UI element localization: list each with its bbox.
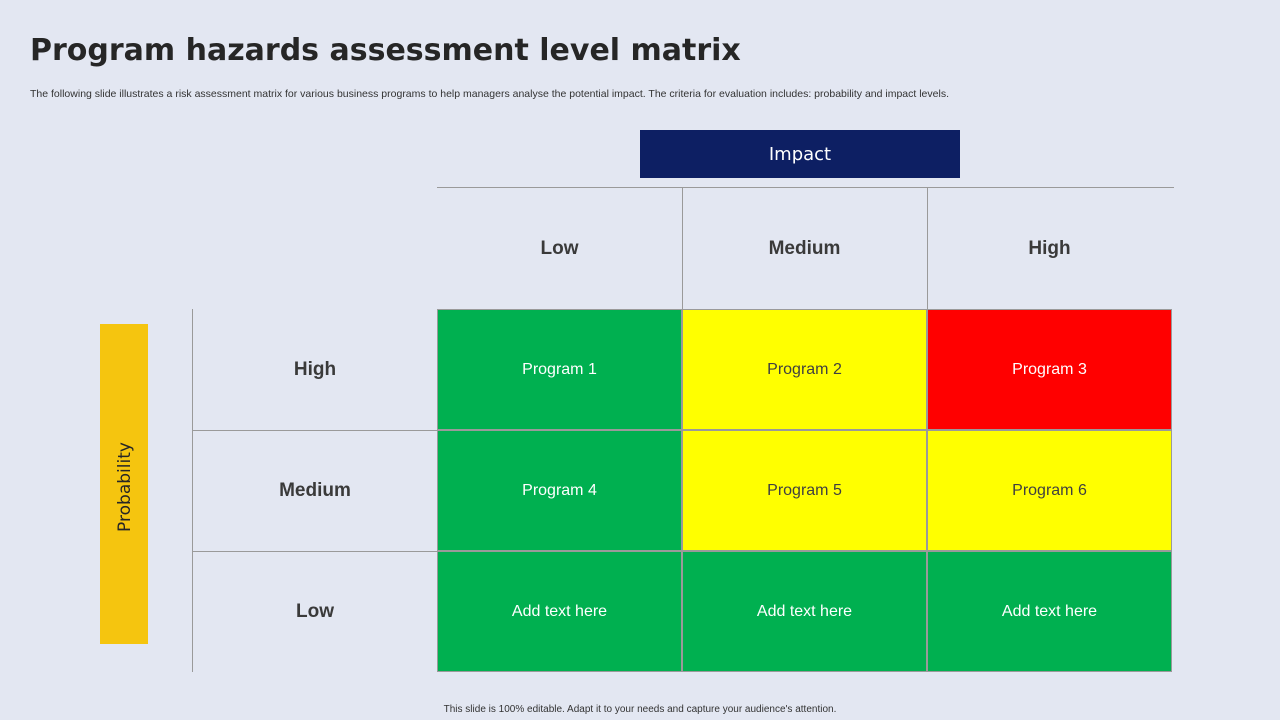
header-top-line xyxy=(437,187,1174,188)
probability-label: Probability xyxy=(115,442,135,532)
matrix-cell: Add text here xyxy=(437,551,682,672)
impact-header: Impact xyxy=(640,130,960,178)
row-label-left-line xyxy=(192,309,193,672)
footer-note: This slide is 100% editable. Adapt it to… xyxy=(443,704,837,715)
probability-level-low: Low xyxy=(296,600,334,622)
matrix-cell: Add text here xyxy=(927,551,1172,672)
matrix-cell: Program 6 xyxy=(927,430,1172,551)
matrix-cell: Program 5 xyxy=(682,430,927,551)
impact-level-low: Low xyxy=(540,237,579,259)
header-divider-1 xyxy=(682,187,683,309)
matrix-cell: Program 2 xyxy=(682,309,927,430)
header-divider-2 xyxy=(927,187,928,309)
probability-level-medium: Medium xyxy=(279,479,351,501)
matrix-cell: Add text here xyxy=(682,551,927,672)
page-title: Program hazards assessment level matrix xyxy=(30,33,741,68)
matrix-cell: Program 3 xyxy=(927,309,1172,430)
impact-level-high: High xyxy=(1028,237,1071,259)
row-divider-2 xyxy=(192,551,437,552)
matrix-cell: Program 4 xyxy=(437,430,682,551)
row-divider-1 xyxy=(192,430,437,431)
impact-level-medium: Medium xyxy=(768,237,841,259)
impact-label: Impact xyxy=(768,143,832,165)
probability-level-high: High xyxy=(293,358,337,380)
page-subtitle: The following slide illustrates a risk a… xyxy=(30,88,949,100)
matrix-cell: Program 1 xyxy=(437,309,682,430)
probability-bar xyxy=(100,324,148,644)
